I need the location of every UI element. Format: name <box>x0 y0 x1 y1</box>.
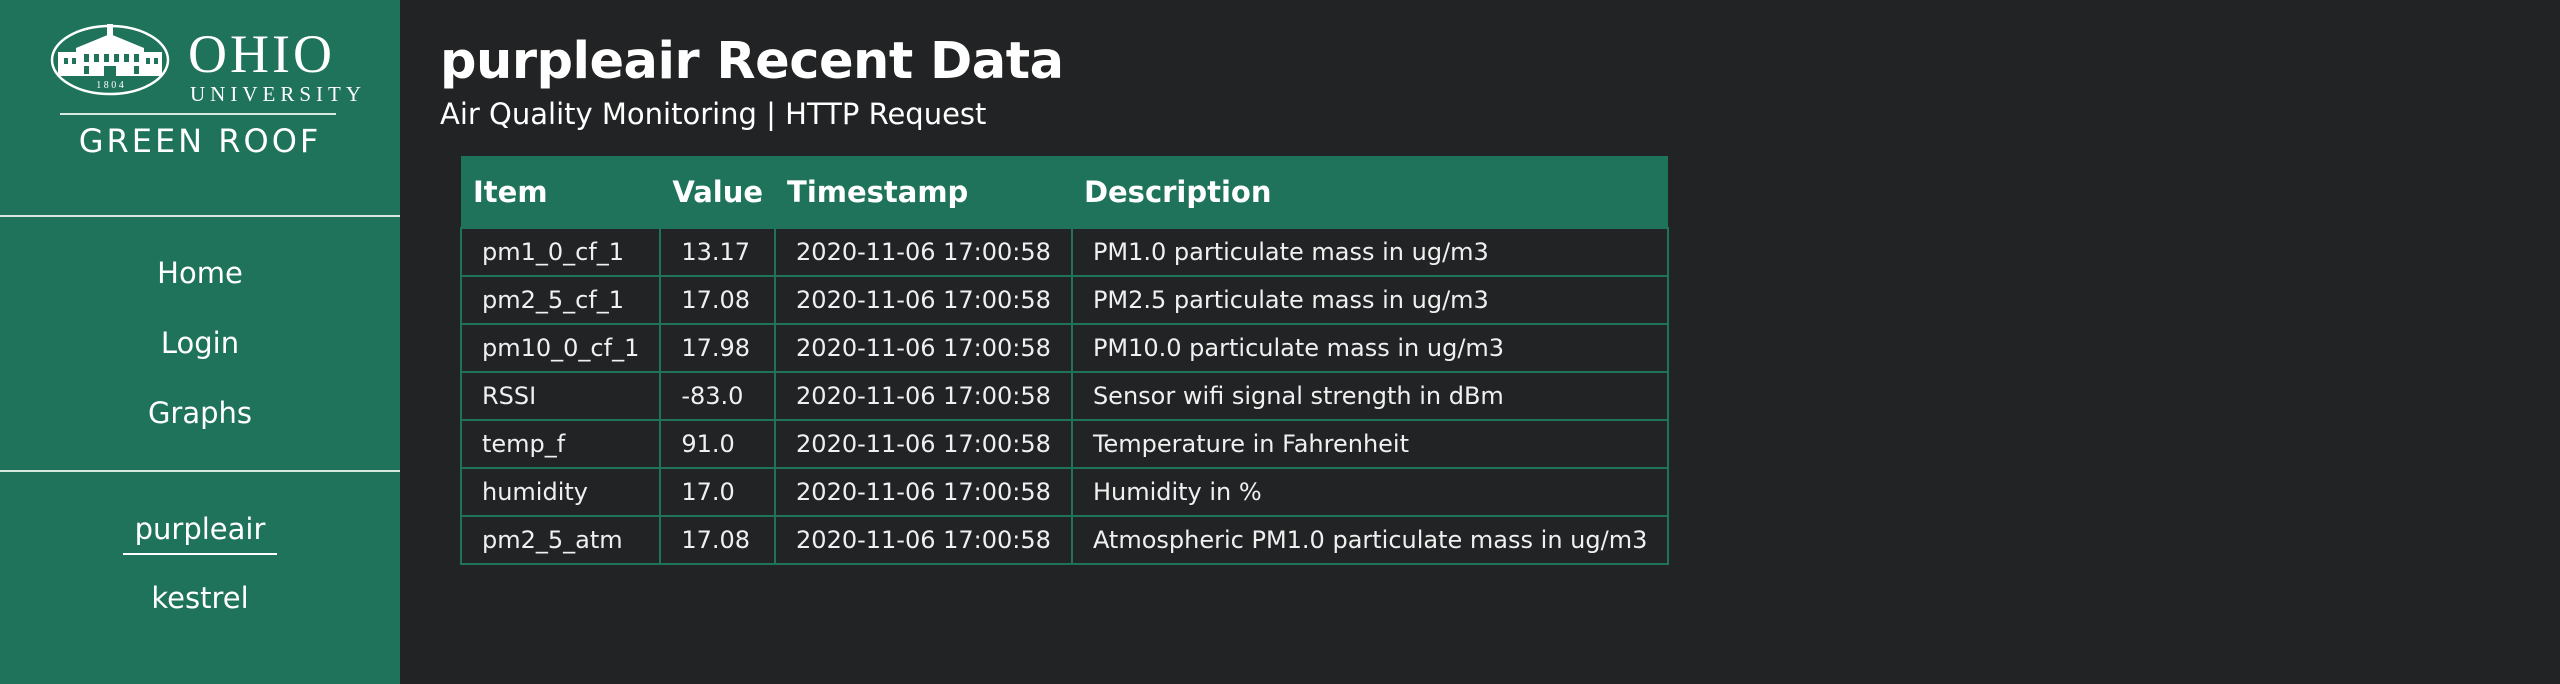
nav-home-label: Home <box>157 256 243 290</box>
logo-divider <box>60 113 336 115</box>
recent-data-table: Item Value Timestamp Description pm1_0_c… <box>459 156 1670 565</box>
logo-wordmark: OHIO <box>188 24 335 84</box>
cell-timestamp: 2020-11-06 17:00:58 <box>774 467 1073 517</box>
nav-login-label: Login <box>160 326 240 360</box>
cell-item: humidity <box>459 467 662 517</box>
nav-sensor-purpleair-label: purpleair <box>122 511 278 555</box>
cell-item: pm10_0_cf_1 <box>459 323 662 373</box>
page-subtitle: Air Quality Monitoring | HTTP Request <box>440 97 987 131</box>
cell-item: pm2_5_atm <box>459 515 662 565</box>
seal-year: 1 8 0 4 <box>96 80 124 91</box>
cell-timestamp: 2020-11-06 17:00:58 <box>774 275 1073 325</box>
cell-value: 17.0 <box>659 467 777 517</box>
nav-graphs-label: Graphs <box>147 396 253 430</box>
nav-sensor-kestrel-label: kestrel <box>151 581 249 615</box>
ohio-university-green-roof-logo[interactable]: 1 8 0 4 OHIO UNIVERSITY GREEN ROOF <box>50 22 361 160</box>
column-header-description: Description <box>1071 156 1669 228</box>
table-row: humidity 17.0 2020-11-06 17:00:58 Humidi… <box>459 467 1670 517</box>
column-header-timestamp: Timestamp <box>775 156 1072 228</box>
cell-description: PM1.0 particulate mass in ug/m3 <box>1070 227 1670 277</box>
university-seal-icon: 1 8 0 4 <box>50 24 170 96</box>
cell-timestamp: 2020-11-06 17:00:58 <box>774 515 1073 565</box>
table-row: pm2_5_cf_1 17.08 2020-11-06 17:00:58 PM2… <box>459 275 1670 325</box>
column-header-item: Item <box>461 156 661 228</box>
nav-sensor-purpleair[interactable]: purpleair <box>0 511 400 555</box>
cell-description: Temperature in Fahrenheit <box>1070 419 1670 469</box>
cell-value: 17.98 <box>659 323 777 373</box>
cell-value: 17.08 <box>659 515 777 565</box>
table-row: temp_f 91.0 2020-11-06 17:00:58 Temperat… <box>459 419 1670 469</box>
cell-value: 17.08 <box>659 275 777 325</box>
table-row: pm10_0_cf_1 17.98 2020-11-06 17:00:58 PM… <box>459 323 1670 373</box>
column-header-value: Value <box>660 156 776 228</box>
cell-item: pm2_5_cf_1 <box>459 275 662 325</box>
cell-value: -83.0 <box>659 371 777 421</box>
nav-home[interactable]: Home <box>0 255 400 291</box>
cell-timestamp: 2020-11-06 17:00:58 <box>774 371 1073 421</box>
cell-description: PM10.0 particulate mass in ug/m3 <box>1070 323 1670 373</box>
cell-description: Sensor wifi signal strength in dBm <box>1070 371 1670 421</box>
nav-graphs[interactable]: Graphs <box>0 395 400 431</box>
cell-description: Humidity in % <box>1070 467 1670 517</box>
cell-timestamp: 2020-11-06 17:00:58 <box>774 419 1073 469</box>
logo-university: UNIVERSITY <box>190 82 366 106</box>
cell-value: 91.0 <box>659 419 777 469</box>
table-row: RSSI -83.0 2020-11-06 17:00:58 Sensor wi… <box>459 371 1670 421</box>
table-header-row: Item Value Timestamp Description <box>461 156 1669 228</box>
sidebar-divider <box>0 215 400 217</box>
cell-description: Atmospheric PM1.0 particulate mass in ug… <box>1070 515 1670 565</box>
cell-item: temp_f <box>459 419 662 469</box>
cell-item: pm1_0_cf_1 <box>459 227 662 277</box>
cell-timestamp: 2020-11-06 17:00:58 <box>774 227 1073 277</box>
cell-value: 13.17 <box>659 227 777 277</box>
sidebar-divider <box>0 470 400 472</box>
page-title: purpleair Recent Data <box>440 32 1064 91</box>
sidebar: 1 8 0 4 OHIO UNIVERSITY GREEN ROOF Home … <box>0 0 400 684</box>
cell-description: PM2.5 particulate mass in ug/m3 <box>1070 275 1670 325</box>
nav-login[interactable]: Login <box>0 325 400 361</box>
table-row: pm2_5_atm 17.08 2020-11-06 17:00:58 Atmo… <box>459 515 1670 565</box>
cell-item: RSSI <box>459 371 662 421</box>
nav-sensor-kestrel[interactable]: kestrel <box>0 580 400 616</box>
cell-timestamp: 2020-11-06 17:00:58 <box>774 323 1073 373</box>
logo-subtitle: GREEN ROOF <box>78 122 322 160</box>
table-row: pm1_0_cf_1 13.17 2020-11-06 17:00:58 PM1… <box>459 227 1670 277</box>
